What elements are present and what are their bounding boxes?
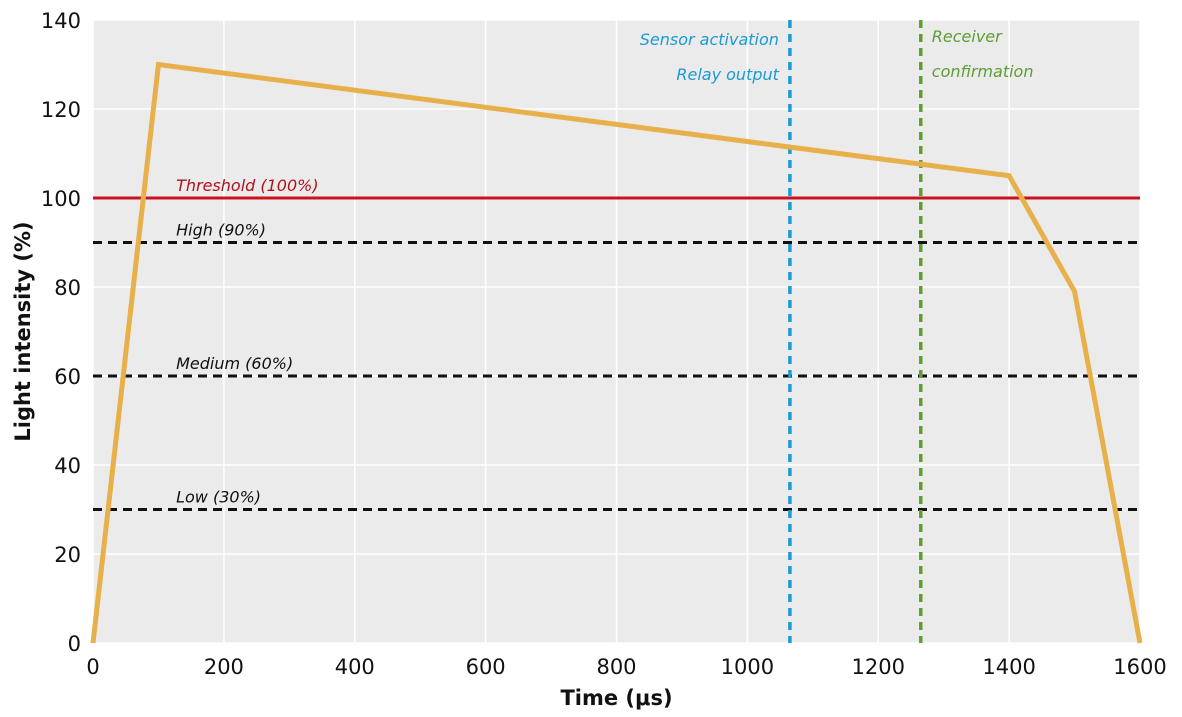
x-tick-label: 200 bbox=[204, 655, 244, 679]
y-tick-label: 120 bbox=[41, 98, 81, 122]
x-tick-label: 400 bbox=[335, 655, 375, 679]
series-line bbox=[90, 61, 1143, 644]
reference-line-label: Low (30%) bbox=[176, 488, 261, 507]
y-tick-label: 140 bbox=[41, 9, 81, 33]
y-axis-title: Light intensity (%) bbox=[11, 221, 35, 441]
marker-line-label: Relay output bbox=[676, 65, 779, 84]
x-tick-label: 1600 bbox=[1113, 655, 1166, 679]
horizontal-reference-lines: Threshold (100%) High (90%) Medium (60%) Lo… bbox=[93, 176, 1140, 511]
y-tick-label: 20 bbox=[54, 543, 81, 567]
marker-line-label: Receiver bbox=[932, 27, 1003, 46]
x-tick-label: 1200 bbox=[852, 655, 905, 679]
marker-line-label: confirmation bbox=[932, 62, 1034, 81]
reference-line-label: Medium (60%) bbox=[176, 354, 293, 373]
vertical-marker-lines: Sensor activation Relay output Receiver con… bbox=[640, 20, 1034, 643]
reference-line-label: Threshold (100%) bbox=[176, 176, 319, 195]
data-series bbox=[90, 61, 1143, 644]
y-tick-label: 80 bbox=[54, 276, 81, 300]
x-tick-label: 800 bbox=[596, 655, 636, 679]
y-tick-label: 0 bbox=[68, 632, 81, 656]
y-tick-label: 40 bbox=[54, 454, 81, 478]
reference-line-label: High (90%) bbox=[176, 221, 266, 240]
x-tick-label: 0 bbox=[86, 655, 99, 679]
marker-line-label: Sensor activation bbox=[640, 30, 779, 49]
x-axis-title: Time (μs) bbox=[560, 686, 672, 710]
x-tick-label: 1000 bbox=[721, 655, 774, 679]
x-tick-label: 600 bbox=[466, 655, 506, 679]
x-tick-label: 1400 bbox=[982, 655, 1035, 679]
y-tick-label: 60 bbox=[54, 365, 81, 389]
y-tick-label: 100 bbox=[41, 187, 81, 211]
y-axis-ticks: 0 20 40 60 80 100 120 140 bbox=[41, 9, 81, 656]
x-axis-ticks: 0 200 400 600 800 1000 1200 1400 1600 bbox=[86, 655, 1166, 679]
